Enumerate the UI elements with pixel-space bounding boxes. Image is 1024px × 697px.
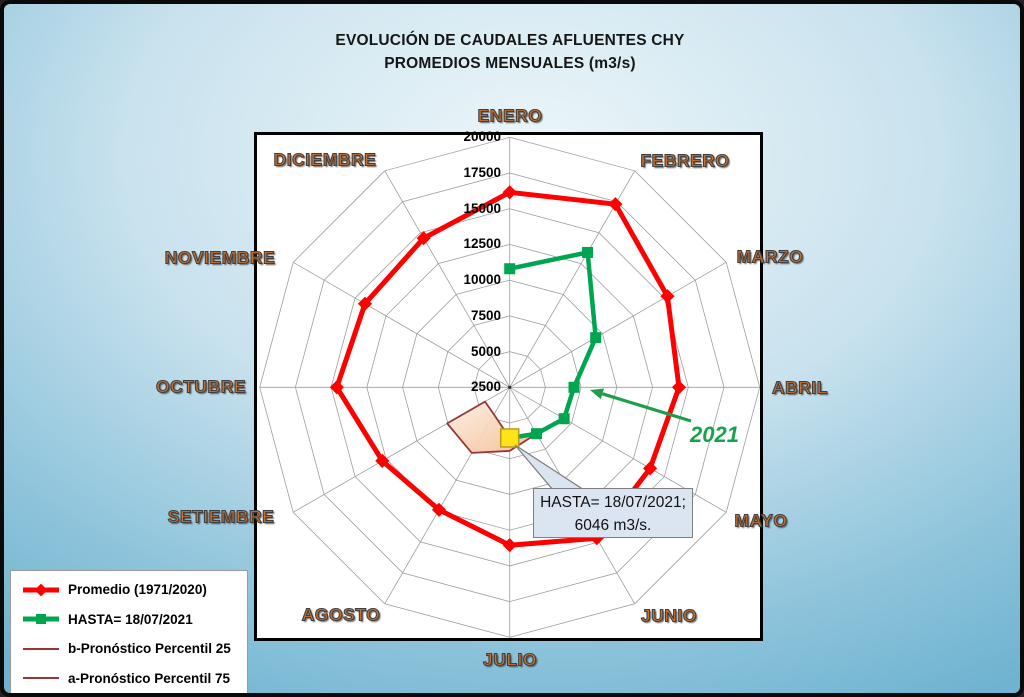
grid-ring [402,279,618,495]
month-label-enero: ENERO [477,105,543,126]
legend-item-promedio[interactable]: Promedio (1971/2020) [23,576,247,604]
grid-ring [366,243,654,531]
square-marker-icon [36,614,46,625]
legend-label-promedio: Promedio (1971/2020) [68,582,207,598]
callout-line2: 6046 m3/s. [574,517,652,534]
month-label-junio: JUNIO [640,605,697,626]
radial-tick-7500: 7500 [470,307,501,323]
radial-tick-20000: 20000 [463,129,501,145]
legend-item-percentil-25[interactable]: b-Pronóstico Percentil 25 [23,635,247,663]
month-label-agosto: AGOSTO [301,604,381,625]
hasta-square-marker[interactable] [530,428,542,440]
hasta-line-swatch [23,613,59,625]
percentil75-line-swatch [23,672,59,684]
radial-tick-2500: 2500 [470,379,501,395]
promedio-diamond-marker[interactable] [375,453,390,468]
radial-tick-15000: 15000 [463,200,501,216]
legend-label-percentil-75: a-Pronóstico Percentil 75 [68,670,231,686]
year-annotation[interactable]: 2021 [690,422,739,447]
radial-tick-10000: 10000 [463,272,501,288]
promedio-diamond-marker[interactable] [357,296,373,311]
legend-label-hasta: HASTA= 18/07/2021 [68,611,193,627]
radial-tick-17500: 17500 [463,165,501,180]
promedio-diamond-marker[interactable] [431,502,447,517]
grid-spoke [509,261,727,388]
legend-label-percentil-25: b-Pronóstico Percentil 25 [68,641,231,657]
hasta-square-marker[interactable] [558,413,570,425]
month-label-abril: ABRIL [771,377,828,398]
chart-title-line2: PROMEDIOS MENSUALES (m3/s) [384,55,636,72]
callout-line1: HASTA= 18/07/2021; [540,494,686,511]
legend-item-percentil-75[interactable]: a-Pronóstico Percentil 75 [23,664,247,692]
grid-spoke [384,170,511,388]
month-label-julio: JULIO [482,649,538,670]
radial-tick-12500: 12500 [463,236,501,252]
hasta-square-marker[interactable] [590,332,602,344]
month-label-febrero: FEBRERO [640,150,730,171]
legend-item-hasta[interactable]: HASTA= 18/07/2021 [23,605,247,633]
hasta-square-marker[interactable] [504,263,516,275]
promedio-diamond-marker[interactable] [329,380,344,395]
month-label-octubre: OCTUBRE [155,376,247,397]
promedio-diamond-marker[interactable] [502,185,517,200]
forecast-percentile-band[interactable] [446,400,538,454]
grid-ring [473,351,546,424]
month-label-noviembre: NOVIEMBRE [164,247,276,268]
month-label-diciembre: DICIEMBRE [273,149,377,170]
month-label-marzo: MARZO [736,246,804,267]
month-label-setiembre: SETIEMBRE [167,506,275,527]
hasta-square-marker[interactable] [568,381,580,393]
diamond-marker-icon [34,583,48,597]
radial-tick-5000: 5000 [470,343,501,359]
callout-tail [514,444,587,491]
grid-ring [294,172,725,603]
annotation-arrow-head-icon [590,388,604,400]
radar-center-dot [508,385,512,389]
chart-title-line1: EVOLUCIÓN DE CAUDALES AFLUENTES CHY [335,32,685,49]
promedio-diamond-marker[interactable] [660,289,675,304]
radar-chart-canvas [259,136,761,638]
promedio-diamond-marker[interactable] [416,231,431,246]
grid-ring [259,136,761,638]
promedio-diamond-marker[interactable] [502,538,517,553]
promedio-line-swatch [23,583,59,597]
hasta-square-marker[interactable] [582,246,594,258]
callout-box[interactable]: HASTA= 18/07/2021; 6046 m3/s. [533,488,693,538]
annotation-arrow-line [601,392,692,423]
promedio-diamond-marker[interactable] [643,461,658,476]
grid-ring [437,315,582,460]
current-point-marker[interactable] [499,428,520,448]
legend: Promedio (1971/2020) HASTA= 18/07/2021 b… [10,570,248,693]
promedio-diamond-marker[interactable] [608,197,623,212]
month-label-mayo: MAYO [734,510,788,531]
percentil25-line-swatch [23,643,59,655]
promedio-diamond-marker[interactable] [671,380,687,395]
grid-spoke [292,261,510,388]
